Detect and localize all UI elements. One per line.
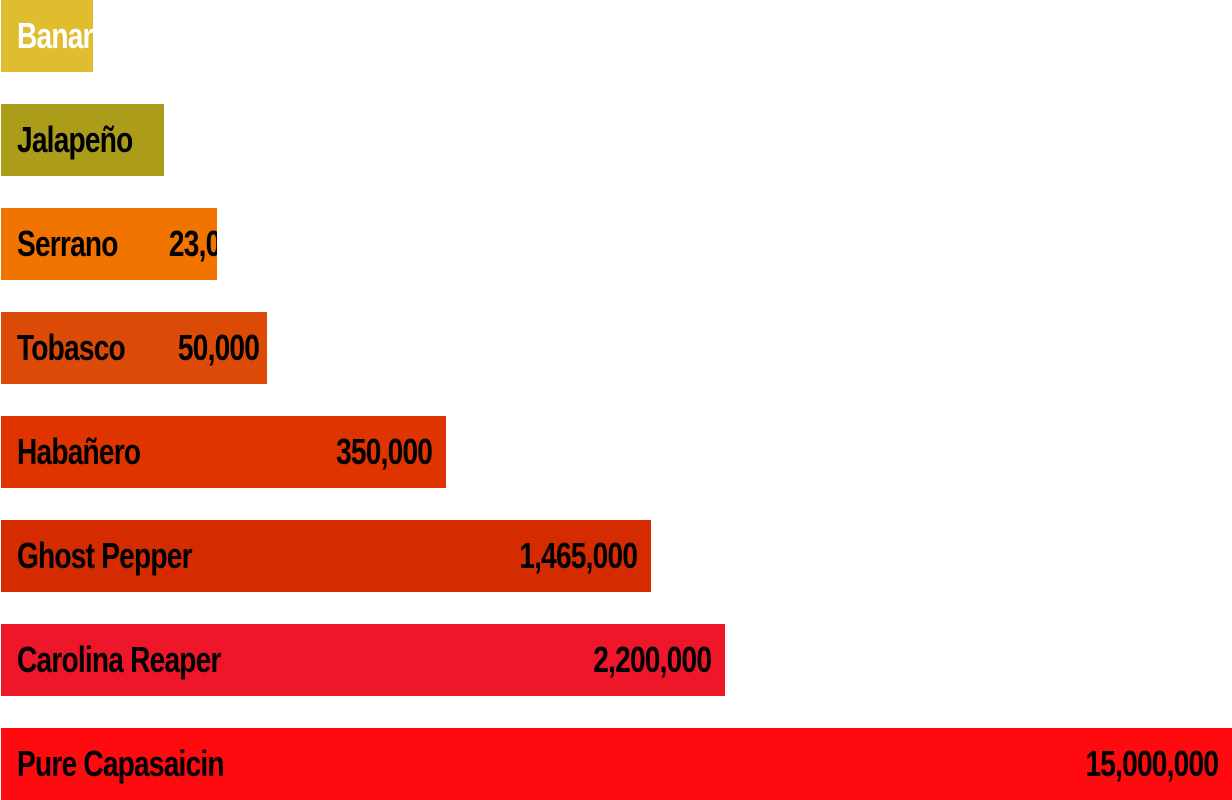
bar-label: Carolina Reaper xyxy=(17,639,221,680)
bar: Jalapeño8,000 xyxy=(1,104,165,176)
bar: Habañero 350,000 xyxy=(1,416,446,488)
bar-label: Banana xyxy=(17,15,93,56)
bar-value-label: 2,200,000 xyxy=(593,639,712,680)
bar-label: Serrano xyxy=(17,223,118,264)
bar-value-label: 15,000,000 xyxy=(1085,743,1219,784)
bar: Pure Capasaicin 15,000,000 xyxy=(1,728,1232,800)
bar: Carolina Reaper 2,200,000 xyxy=(1,624,725,696)
bar-label: Habañero xyxy=(17,431,141,472)
bar-label: Jalapeño xyxy=(17,119,133,160)
bar-label: Ghost Pepper xyxy=(17,535,193,576)
bar: Tobasco 50,000 xyxy=(1,312,267,384)
bar-value-label: 350,000 xyxy=(335,431,433,472)
bar-value-label: 50,000 xyxy=(178,327,260,368)
bar-value-label: 1,465,000 xyxy=(519,535,638,576)
bar-value-label: 23,000 xyxy=(168,223,217,264)
bar: Serrano 23,000 xyxy=(1,208,218,280)
bar: Banana900 xyxy=(1,0,93,72)
bar: Ghost Pepper 1,465,000 xyxy=(1,520,652,592)
bar-label: Pure Capasaicin xyxy=(17,743,225,784)
bar-label: Tobasco xyxy=(17,327,126,368)
